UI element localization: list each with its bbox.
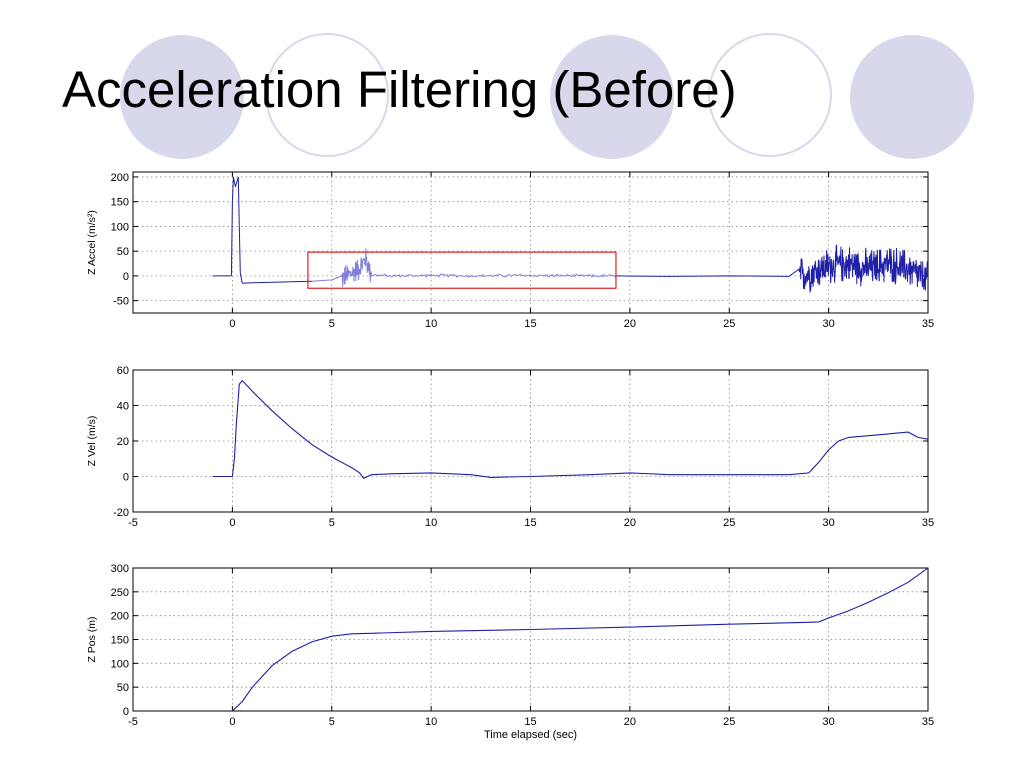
decor-circle-filled-2: [550, 35, 674, 159]
x-axis-label: Time elapsed (sec): [484, 729, 577, 741]
y-tick-label: 200: [111, 172, 129, 184]
y-tick-label: 50: [117, 682, 129, 694]
x-tick-label: 5: [329, 318, 335, 330]
x-tick-label: 30: [823, 517, 835, 529]
x-tick-label: 0: [229, 716, 235, 728]
decor-circle-filled-3: [850, 35, 974, 159]
y-tick-label: -20: [113, 507, 129, 519]
x-tick-label: 10: [425, 517, 437, 529]
plot-frame: [132, 567, 929, 712]
plot-frame: [132, 369, 929, 513]
x-tick-label: 15: [524, 318, 536, 330]
plot-area: [133, 172, 928, 313]
x-tick-label: -5: [128, 517, 138, 529]
series-line: [212, 176, 928, 293]
decor-circle-filled-1: [120, 35, 244, 159]
x-tick-label: 5: [329, 716, 335, 728]
series-group: [232, 568, 928, 711]
x-tick-label: 20: [624, 318, 636, 330]
series-line: [232, 568, 928, 711]
x-tick-label: 35: [922, 716, 934, 728]
x-tick-label: 5: [329, 517, 335, 529]
y-tick-label: 200: [111, 611, 129, 623]
x-tick-label: 25: [723, 716, 735, 728]
y-tick-label: 0: [123, 706, 129, 718]
y-tick-label: 300: [111, 563, 129, 575]
highlight-box: [307, 251, 617, 289]
y-tick-label: 40: [117, 401, 129, 413]
plot-frame: [132, 171, 929, 314]
y-tick-label: 250: [111, 587, 129, 599]
x-tick-label: 30: [823, 318, 835, 330]
x-tick-label: -5: [128, 716, 138, 728]
series-line-highlighted: [311, 248, 617, 287]
y-tick-label: 150: [111, 197, 129, 209]
decor-circle-ring-1: [265, 33, 389, 157]
y-tick-label: -50: [113, 296, 129, 308]
y-tick-label: 60: [117, 365, 129, 377]
x-tick-label: 25: [723, 318, 735, 330]
chart-vel: -5 0 5 10 15 20 25 30 35 -20 0 20 40 60 Z Vel (m/s): [86, 365, 934, 529]
y-axis-label: Z Accel (m/s²): [86, 210, 98, 275]
x-tick-label: 20: [624, 716, 636, 728]
x-tick-label: 15: [524, 517, 536, 529]
x-tick-label: 35: [922, 318, 934, 330]
series-group: [212, 176, 928, 293]
y-axis-label: Z Pos (m): [86, 616, 98, 662]
x-tick-label: 25: [723, 517, 735, 529]
decor-circle-ring-2: [708, 33, 832, 157]
x-tick-label: 15: [524, 716, 536, 728]
y-tick-label: 20: [117, 436, 129, 448]
y-tick-label: 0: [123, 271, 129, 283]
y-tick-label: 0: [123, 472, 129, 484]
slide-title: Acceleration Filtering (Before): [62, 61, 737, 118]
y-tick-label: 150: [111, 635, 129, 647]
x-tick-label: 10: [425, 318, 437, 330]
chart-accel: 0 5 10 15 20 25 30 35 -50 0 50 100 150 200 Z Accel (m/…: [86, 171, 934, 330]
y-tick-label: 100: [111, 221, 129, 233]
x-tick-label: 10: [425, 716, 437, 728]
x-tick-label: 0: [229, 318, 235, 330]
y-tick-label: 100: [111, 658, 129, 670]
series-group: [212, 379, 928, 479]
y-axis-label: Z Vel (m/s): [86, 416, 98, 467]
x-tick-label: 35: [922, 517, 934, 529]
x-tick-label: 0: [229, 517, 235, 529]
series-line: [212, 379, 928, 479]
x-tick-label: 30: [823, 716, 835, 728]
x-tick-label: 20: [624, 517, 636, 529]
y-tick-label: 50: [117, 246, 129, 258]
